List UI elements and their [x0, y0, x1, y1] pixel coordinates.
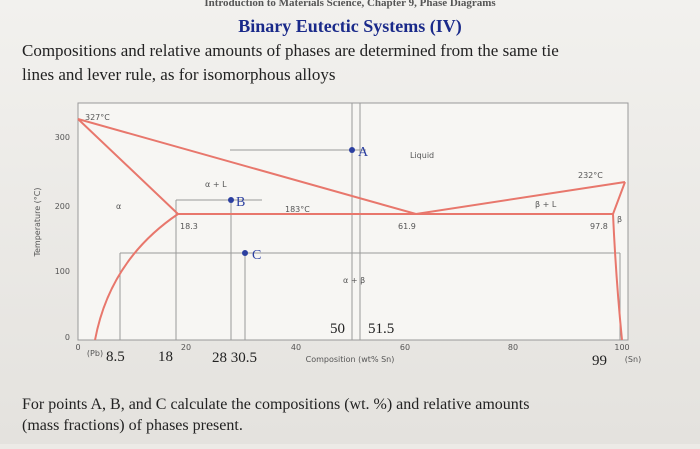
x-tick-label: 60 [400, 343, 410, 352]
title: Binary Eutectic Systems (IV) [238, 16, 461, 37]
y-tick-label: 100 [55, 267, 70, 276]
x-tick-label: 20 [181, 343, 191, 352]
eutectic-composition: 97.8 [590, 222, 608, 231]
question-line: (mass fractions) of phases present. [22, 417, 243, 434]
phase-boundaries [77, 118, 626, 341]
x-tick-label: 0 [75, 343, 80, 352]
composition-label: 50 [330, 321, 345, 337]
x-tick-label: 40 [291, 343, 301, 352]
temperature-label: 183°C [285, 205, 310, 214]
temperature-label: 327°C [85, 113, 110, 122]
x-tick-label: 100 [614, 343, 629, 352]
phase-label: β + L [535, 200, 557, 209]
header: Introduction to Materials Science, Chapt… [204, 0, 496, 9]
point-label: C [252, 248, 261, 263]
eutectic-composition: 18.3 [180, 222, 198, 231]
points [228, 147, 355, 256]
phase-label: α + L [205, 180, 227, 189]
y-tick-label: 0 [65, 333, 70, 342]
x-axis-label: Composition (wt% Sn) [306, 355, 395, 364]
y-axis-label: Temperature (°C) [33, 187, 42, 257]
phase-label: Liquid [410, 151, 434, 160]
point-b [228, 197, 234, 203]
tie-lines [119, 103, 621, 340]
x-tick-label: 80 [508, 343, 518, 352]
phase-label: α + β [343, 276, 365, 285]
point-c [242, 250, 248, 256]
intro-line: Compositions and relative amounts of pha… [22, 41, 559, 60]
composition-label: 8.5 [106, 349, 125, 365]
y-tick-label: 300 [55, 133, 70, 142]
composition-label: 18 [158, 349, 173, 365]
composition-label: 28 30.5 [212, 350, 257, 366]
x-end-label: (Pb) [87, 349, 103, 358]
phase-diagram: A B C Temperature (°C) 300 200 100 0 0 2… [33, 102, 641, 369]
point-a [349, 147, 355, 153]
point-label: A [358, 145, 369, 160]
phase-label: α [116, 202, 121, 211]
plot-frame [77, 102, 629, 341]
temperature-label: 232°C [578, 171, 603, 180]
phase-label: β [617, 215, 622, 224]
point-label: B [236, 195, 245, 210]
intro-line: lines and lever rule, as for isomorphous… [22, 65, 336, 84]
eutectic-composition: 61.9 [398, 222, 416, 231]
y-tick-label: 200 [55, 202, 70, 211]
x-end-label: (Sn) [625, 355, 641, 364]
composition-label: 99 [592, 353, 607, 369]
question-line: For points A, B, and C calculate the com… [22, 396, 529, 413]
composition-label: 51.5 [368, 321, 394, 337]
